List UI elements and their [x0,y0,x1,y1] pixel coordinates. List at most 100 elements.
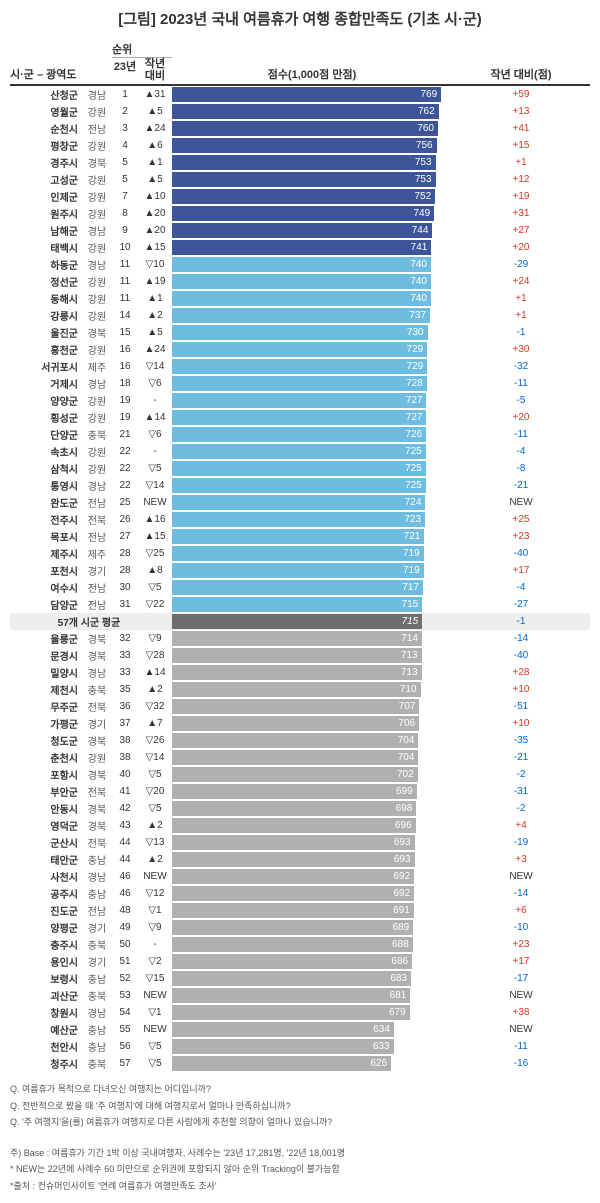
bar: 688 [172,937,413,952]
data-row: 춘천시 강원 38 ▽14 704 -21 [10,749,590,766]
cell-bar: 714 [172,630,452,647]
cell-rank: 8 [112,205,138,222]
data-row: 청주시 충북 57 ▽5 626 -16 [10,1055,590,1072]
cell-diff: -4 [452,579,590,596]
cell-city: 하동군 [10,256,82,273]
cell-prov: 전북 [82,511,112,528]
bar: 679 [172,1005,410,1020]
cell-chg: ▽20 [138,783,172,800]
cell-prov: 전북 [82,698,112,715]
cell-prov: 강원 [82,392,112,409]
bar: 696 [172,818,416,833]
cell-prov: 경남 [82,664,112,681]
cell-bar: 760 [172,120,452,137]
cell-city: 가평군 [10,715,82,732]
cell-rank: 11 [112,290,138,307]
cell-chg: ▲20 [138,222,172,239]
cell-chg: ▽13 [138,834,172,851]
data-row: 공주시 충남 46 ▽12 692 -14 [10,885,590,902]
cell-diff: -19 [452,834,590,851]
bar: 719 [172,563,424,578]
cell-prov: 경북 [82,630,112,647]
cell-city: 홍천군 [10,341,82,358]
bar: 707 [172,699,419,714]
cell-diff: +27 [452,222,590,239]
data-row: 울릉군 경북 32 ▽9 714 -14 [10,630,590,647]
cell-prov: 전남 [82,528,112,545]
cell-diff: NEW [452,987,590,1004]
cell-rank: 26 [112,511,138,528]
cell-rank: 46 [112,885,138,902]
data-row: 사천시 경남 46 NEW 692 NEW [10,868,590,885]
cell-rank: 11 [112,256,138,273]
cell-bar: 727 [172,409,452,426]
cell-city: 진도군 [10,902,82,919]
chart-title: [그림] 2023년 국내 여름휴가 여행 종합만족도 (기초 시·군) [10,8,590,29]
cell-diff: +13 [452,103,590,120]
cell-prov: 전남 [82,120,112,137]
cell-rank: 19 [112,392,138,409]
cell-chg: ▲31 [138,86,172,103]
data-row: 용인시 경기 51 ▽2 686 +17 [10,953,590,970]
cell-rank: 36 [112,698,138,715]
cell-prov: 충남 [82,885,112,902]
cell-chg: ▲19 [138,273,172,290]
cell-prov: 경기 [82,562,112,579]
cell-rank: 5 [112,171,138,188]
cell-city: 남해군 [10,222,82,239]
cell-bar: 744 [172,222,452,239]
cell-chg: ▲15 [138,239,172,256]
cell-chg: ▲15 [138,528,172,545]
cell-bar: 737 [172,307,452,324]
data-row: 안동시 경북 42 ▽5 698 -2 [10,800,590,817]
cell-prov: 강원 [82,239,112,256]
cell-bar: 719 [172,562,452,579]
cell-bar: 707 [172,698,452,715]
cell-prov: 강원 [82,460,112,477]
data-row: 동해시 강원 11 ▲1 740 +1 [10,290,590,307]
cell-prov: 강원 [82,307,112,324]
cell-bar: 723 [172,511,452,528]
bar: 715 [172,597,422,612]
cell-bar: 715 [172,596,452,613]
cell-chg: - [138,392,172,409]
cell-city: 정선군 [10,273,82,290]
cell-city: 강릉시 [10,307,82,324]
cell-city: 안동시 [10,800,82,817]
data-row: 단양군 충북 21 ▽6 726 -11 [10,426,590,443]
cell-diff: -29 [452,256,590,273]
cell-diff: +15 [452,137,590,154]
cell-bar: 756 [172,137,452,154]
bar: 737 [172,308,430,323]
bar: 717 [172,580,423,595]
bar: 706 [172,716,419,731]
cell-prov: 충남 [82,1038,112,1055]
bar: 753 [172,172,436,187]
cell-chg: - [138,443,172,460]
cell-city: 포천시 [10,562,82,579]
cell-city: 밀양시 [10,664,82,681]
cell-city: 태안군 [10,851,82,868]
cell-city: 여수시 [10,579,82,596]
cell-prov: 강원 [82,749,112,766]
cell-diff: NEW [452,1021,590,1038]
cell-diff: -8 [452,460,590,477]
cell-diff: +30 [452,341,590,358]
cell-bar: 727 [172,392,452,409]
footer-q2: Q. 전반적으로 봤을 때 '주 여행지'에 대해 여행지로서 얼마나 만족하십… [10,1099,590,1113]
cell-bar: 753 [172,171,452,188]
data-row: 강릉시 강원 14 ▲2 737 +1 [10,307,590,324]
bar: 727 [172,410,426,425]
cell-prov: 경남 [82,1004,112,1021]
cell-prov: 경남 [82,222,112,239]
cell-rank: 22 [112,477,138,494]
cell-diff: NEW [452,868,590,885]
data-row: 경주시 경북 5 ▲1 753 +1 [10,154,590,171]
cell-bar: 710 [172,681,452,698]
cell-rank: 35 [112,681,138,698]
data-row: 군산시 전북 44 ▽13 693 -19 [10,834,590,851]
cell-chg: ▲24 [138,341,172,358]
cell-city: 양평군 [10,919,82,936]
cell-rank: 30 [112,579,138,596]
data-row: 예산군 충남 55 NEW 634 NEW [10,1021,590,1038]
